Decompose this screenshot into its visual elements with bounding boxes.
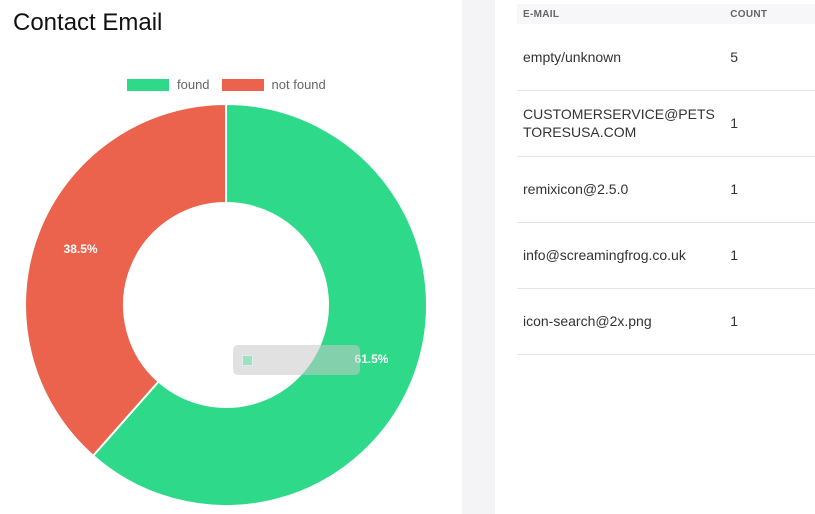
table-row[interactable]: remixicon@2.5.0 1 [517,156,815,222]
legend-swatch-found [127,78,169,91]
table-row[interactable]: CUSTOMERSERVICE@PETSTORESUSA.COM 1 [517,90,815,156]
email-cell: icon-search@2x.png [523,313,652,329]
table-row[interactable]: icon-search@2x.png 1 [517,288,815,354]
chart-legend: found not found [127,77,338,92]
table-header-row: E-MAIL COUNT [517,4,815,24]
panel-divider [462,0,495,514]
email-cell: CUSTOMERSERVICE@PETSTORESUSA.COM [523,106,715,140]
data-label-found: 61.5% [354,352,388,366]
count-cell: 1 [730,115,739,131]
email-table-panel: E-MAIL COUNT empty/unknown 5 CUSTOMERSER… [495,0,815,514]
legend-label-found: found [177,77,210,92]
count-cell: 1 [730,247,739,263]
email-column-header[interactable]: E-MAIL [517,4,725,24]
slice-not-found[interactable] [24,102,227,458]
count-cell: 1 [730,313,739,329]
panel-title: Contact Email [13,9,163,36]
legend-item-found[interactable]: found [127,77,210,92]
email-table: E-MAIL COUNT empty/unknown 5 CUSTOMERSER… [517,4,815,355]
legend-label-not-found: not found [271,77,326,92]
donut-chart: 61.5% 38.5% [24,102,428,507]
chart-tooltip [233,345,360,375]
table-row[interactable]: info@screamingfrog.co.uk 1 [517,222,815,288]
count-cell: 5 [730,48,739,65]
contact-email-panel: Contact Email 61.5% 38.5% found not found [13,9,428,507]
data-label-not-found: 38.5% [64,242,98,256]
legend-swatch-not-found [221,78,264,91]
count-cell: 1 [730,181,739,197]
email-cell: remixicon@2.5.0 [523,181,629,197]
slice-found[interactable] [91,102,428,507]
email-cell: empty/unknown [523,48,622,65]
table-row[interactable]: empty/unknown 5 [517,24,815,90]
tooltip-swatch [242,354,253,366]
count-column-header[interactable]: COUNT [724,4,815,24]
email-cell: info@screamingfrog.co.uk [523,247,686,263]
legend-item-not-found[interactable]: not found [221,77,326,92]
